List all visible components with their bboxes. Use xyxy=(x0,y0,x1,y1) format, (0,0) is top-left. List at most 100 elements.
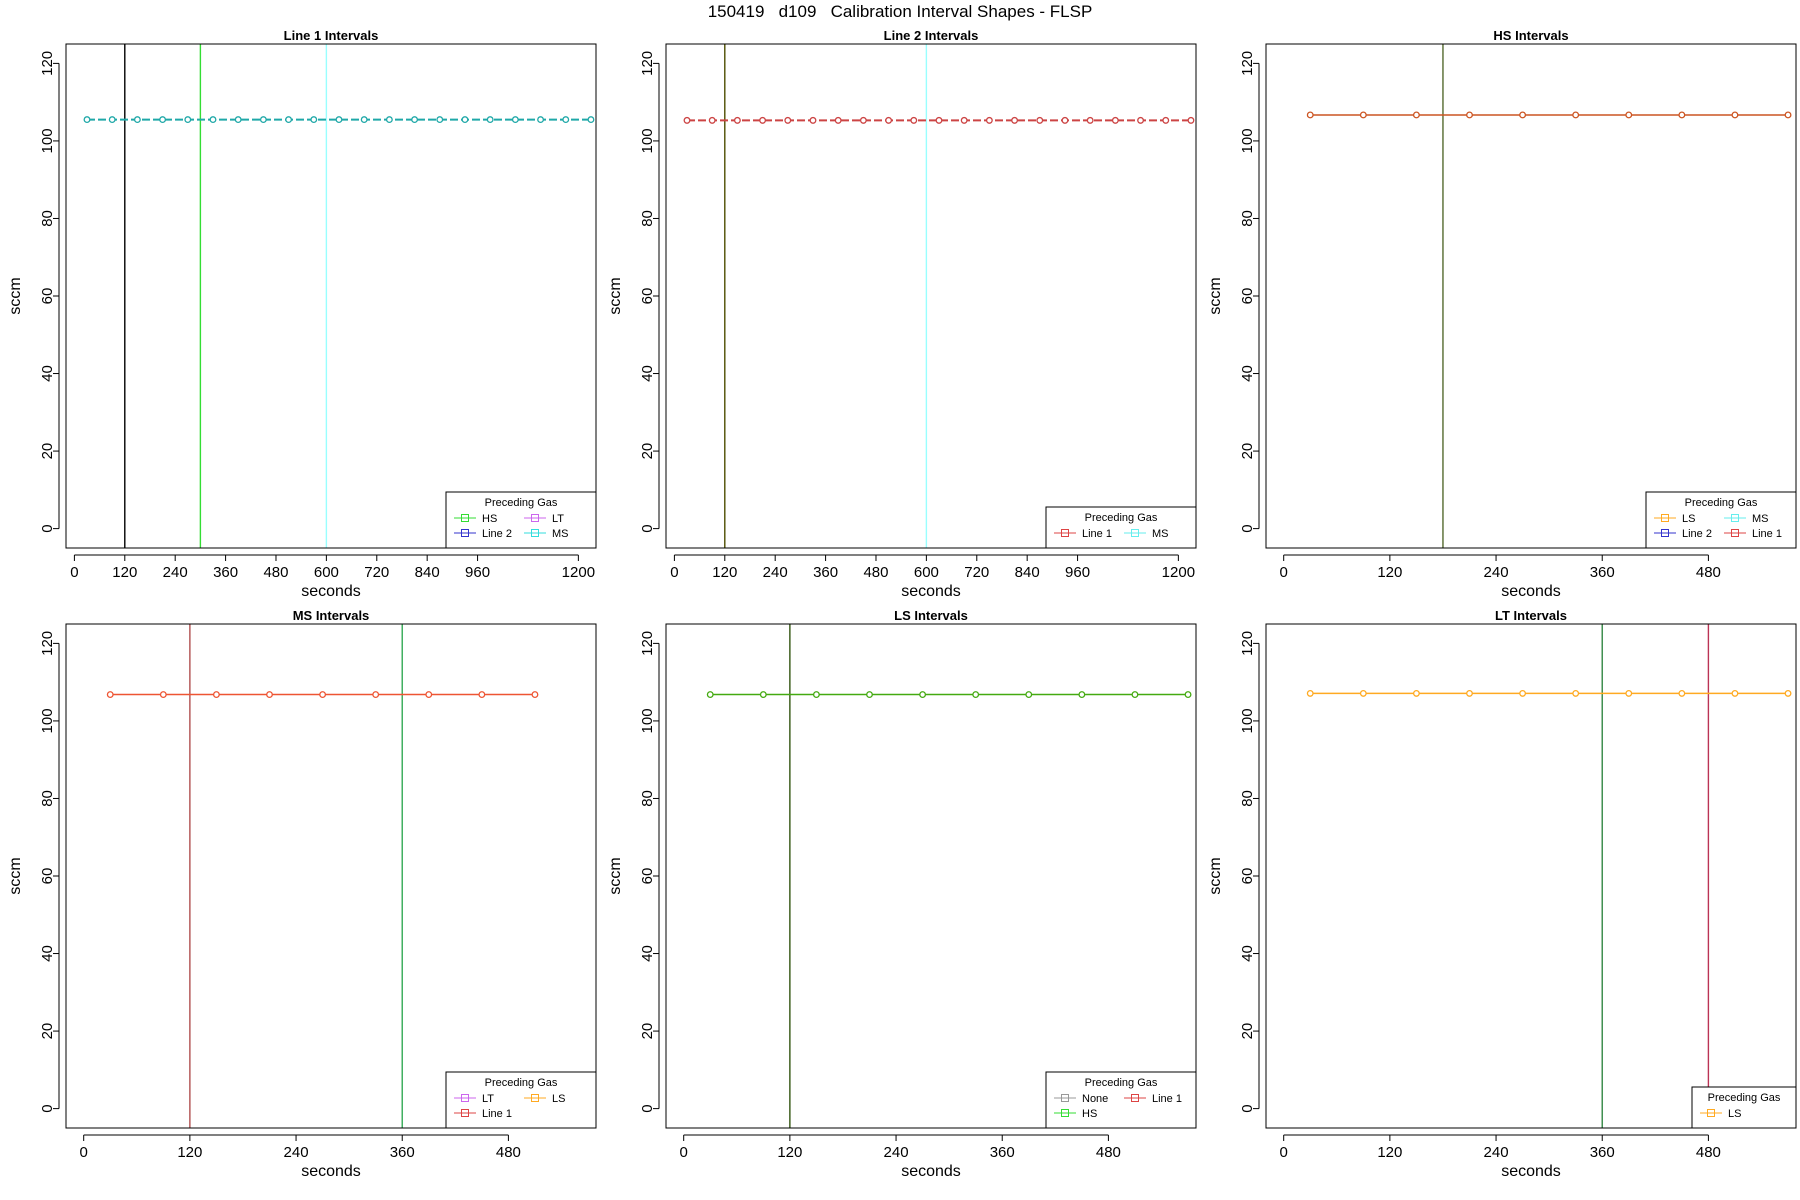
y-tick-label: 100 xyxy=(639,708,656,733)
chart-title: LT Intervals xyxy=(1495,608,1567,623)
data-point xyxy=(683,116,691,124)
data-point xyxy=(1187,116,1195,124)
data-point xyxy=(537,116,545,124)
legend: Preceding Gas LS MS Line 2 Line 1 xyxy=(1645,491,1797,549)
data-point xyxy=(531,691,539,699)
y-tick-label: 60 xyxy=(639,288,656,305)
legend-swatch-marker xyxy=(1661,514,1669,522)
y-tick-label: 80 xyxy=(1239,210,1256,227)
data-point xyxy=(83,116,91,124)
legend-label-ls: LS xyxy=(552,1093,565,1105)
data-point xyxy=(1359,689,1367,697)
data-point xyxy=(1625,111,1633,119)
x-tick-label: 360 xyxy=(1590,1144,1615,1161)
x-tick-label: 0 xyxy=(70,564,78,581)
x-tick-label: 720 xyxy=(364,564,389,581)
data-point xyxy=(1412,111,1420,119)
x-tick-label: 360 xyxy=(390,1144,415,1161)
legend-title: Preceding Gas xyxy=(485,1077,558,1089)
x-axis: 0 120 240 360 480 600 720 840 960 1200 xyxy=(70,554,595,581)
data-point xyxy=(1466,689,1473,697)
x-axis: 0 120 240 360 480 xyxy=(80,1134,521,1161)
legend-label-line-2: Line 2 xyxy=(482,528,512,540)
legend-swatch-marker xyxy=(1061,529,1069,537)
data-point xyxy=(1306,689,1314,697)
y-tick-label: 40 xyxy=(1239,365,1256,382)
data-point xyxy=(708,116,716,124)
y-axis-label: sccm xyxy=(7,857,24,894)
legend-box xyxy=(1645,491,1797,549)
y-tick-label: 20 xyxy=(639,443,656,460)
chart-panel-ls-intervals: LS Intervals 0 120 240 360 480 seconds 0 20 40 60 8… xyxy=(600,590,1200,1180)
chart-title: HS Intervals xyxy=(1493,28,1568,43)
x-tick-label: 1200 xyxy=(1162,564,1195,581)
data-point xyxy=(1061,116,1069,124)
x-tick-label: 360 xyxy=(213,564,238,581)
data-point xyxy=(1078,691,1086,699)
x-tick-label: 360 xyxy=(1590,564,1615,581)
y-tick-label: 40 xyxy=(639,945,656,962)
x-axis-label: seconds xyxy=(901,1163,961,1180)
data-point xyxy=(310,116,318,124)
y-tick-label: 60 xyxy=(39,288,56,305)
x-tick-label: 120 xyxy=(112,564,137,581)
legend-label-line-1: Line 1 xyxy=(1752,528,1782,540)
chart-title: Line 1 Intervals xyxy=(284,28,379,43)
data-point xyxy=(1731,111,1739,119)
data-point xyxy=(133,116,141,124)
chart-svg: LT Intervals 0 120 240 360 480 seconds 0 20 40 60 8… xyxy=(1207,608,1797,1180)
legend-box xyxy=(1045,506,1197,549)
legend-box xyxy=(445,491,597,549)
data-point xyxy=(266,691,273,699)
data-point xyxy=(1162,116,1170,124)
data-point xyxy=(1678,689,1686,697)
chart-title: MS Intervals xyxy=(293,608,370,623)
legend-label-line-2: Line 2 xyxy=(1682,528,1712,540)
plot-frame xyxy=(1265,43,1797,549)
legend-label-line-1: Line 1 xyxy=(1152,1093,1182,1105)
data-point xyxy=(759,116,767,124)
legend-box xyxy=(445,1071,597,1129)
data-point xyxy=(972,691,980,699)
y-tick-label: 60 xyxy=(1239,288,1256,305)
data-point xyxy=(1086,116,1094,124)
plot-frame xyxy=(665,43,1197,549)
x-tick-label: 0 xyxy=(680,1144,688,1161)
legend-label-line-1: Line 1 xyxy=(1082,528,1112,540)
data-point xyxy=(1137,116,1145,124)
y-tick-label: 0 xyxy=(639,524,656,532)
plot-frame xyxy=(1265,623,1797,1129)
x-tick-label: 840 xyxy=(415,564,440,581)
y-tick-label: 60 xyxy=(39,868,56,885)
y-axis-label: sccm xyxy=(1207,277,1224,314)
data-point xyxy=(784,116,792,124)
data-point xyxy=(478,691,486,699)
data-point xyxy=(985,116,993,124)
y-axis: 0 20 40 60 80 100 120 xyxy=(1239,51,1260,533)
x-axis: 0 120 240 360 480 xyxy=(680,1134,1121,1161)
x-tick-label: 120 xyxy=(177,1144,202,1161)
y-axis: 0 20 40 60 80 100 120 xyxy=(39,51,60,533)
y-axis: 0 20 40 60 80 100 120 xyxy=(1239,631,1260,1113)
y-axis-label: sccm xyxy=(607,857,624,894)
y-axis: 0 20 40 60 80 100 120 xyxy=(39,631,60,1113)
x-tick-label: 240 xyxy=(1484,564,1509,581)
legend-box xyxy=(1691,1086,1797,1129)
y-tick-label: 20 xyxy=(39,1023,56,1040)
y-tick-label: 40 xyxy=(39,365,56,382)
data-point xyxy=(159,116,167,124)
x-tick-label: 120 xyxy=(777,1144,802,1161)
y-tick-label: 0 xyxy=(39,1104,56,1112)
x-tick-label: 480 xyxy=(1696,1144,1721,1161)
x-tick-label: 480 xyxy=(496,1144,521,1161)
x-tick-label: 120 xyxy=(1377,1144,1402,1161)
y-tick-label: 20 xyxy=(639,1023,656,1040)
legend-label-hs: HS xyxy=(1082,1108,1097,1120)
data-point xyxy=(511,116,519,124)
legend-swatch-marker xyxy=(461,1094,469,1102)
plot-frame xyxy=(65,623,597,1129)
data-point xyxy=(372,691,380,699)
legend-label-lt: LT xyxy=(482,1093,494,1105)
y-tick-label: 80 xyxy=(1239,790,1256,807)
